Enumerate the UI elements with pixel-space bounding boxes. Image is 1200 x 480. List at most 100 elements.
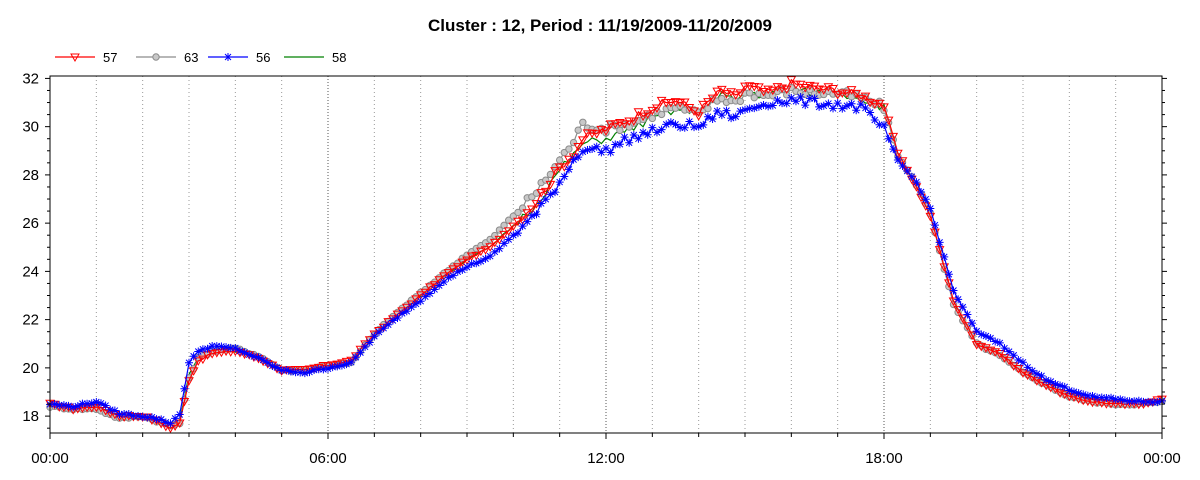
data-point: [110, 406, 119, 415]
data-point: [458, 265, 467, 274]
data-point: [963, 310, 972, 319]
data-point: [912, 178, 921, 187]
data-point: [166, 419, 175, 428]
data-point: [661, 99, 672, 108]
data-point: [286, 367, 295, 376]
data-point: [503, 227, 514, 236]
data-point: [518, 222, 527, 231]
data-point: [208, 342, 217, 351]
data-point: [642, 110, 653, 119]
data-point: [453, 267, 462, 276]
data-point: [819, 101, 828, 110]
data-point: [1009, 351, 1018, 360]
data-point: [1032, 369, 1041, 378]
data-point: [629, 131, 638, 140]
data-point: [560, 172, 569, 181]
data-point: [781, 85, 792, 95]
data-point: [940, 252, 949, 261]
data-point: [531, 200, 542, 209]
data-point: [1065, 386, 1074, 395]
data-point: [615, 140, 624, 149]
legend-label: 63: [184, 50, 198, 65]
data-point: [499, 230, 509, 240]
data-point: [1056, 381, 1065, 390]
data-point: [555, 156, 564, 164]
data-point: [625, 123, 633, 131]
data-point: [480, 246, 491, 255]
data-point: [809, 82, 820, 92]
data-point: [888, 132, 899, 142]
data-point: [300, 369, 309, 378]
data-point: [175, 410, 184, 419]
data-point: [745, 104, 754, 113]
data-point: [574, 126, 582, 134]
data-point: [977, 330, 986, 339]
data-point: [249, 352, 258, 361]
data-point: [527, 205, 537, 214]
data-point: [171, 414, 180, 423]
data-point: [583, 145, 592, 154]
data-point: [115, 410, 124, 419]
data-point: [500, 239, 509, 248]
data-point: [347, 358, 356, 367]
data-point: [787, 93, 796, 102]
data-point: [489, 238, 500, 248]
data-point: [754, 102, 763, 111]
data-point: [721, 90, 732, 99]
data-point: [328, 363, 337, 372]
data-point: [1083, 391, 1092, 400]
data-point: [435, 281, 444, 290]
data-point: [903, 167, 912, 176]
data-point: [1120, 396, 1129, 405]
data-point: [685, 117, 694, 126]
data-point: [708, 115, 717, 123]
data-point: [314, 365, 323, 374]
data-point: [689, 107, 699, 116]
data-point: [420, 288, 431, 298]
y-tick-label: 30: [22, 119, 39, 136]
data-point: [1144, 397, 1153, 406]
data-point: [847, 99, 856, 108]
data-point: [712, 87, 723, 97]
data-point: [694, 122, 703, 131]
data-point: [1088, 391, 1097, 400]
data-point: [350, 352, 361, 361]
data-point: [994, 349, 1005, 359]
data-point: [592, 142, 601, 151]
data-point: [514, 208, 522, 217]
data-point: [296, 368, 305, 377]
data-point: [750, 104, 759, 113]
data-point: [388, 316, 397, 325]
data-point: [361, 342, 370, 351]
legend-item-58: 58: [284, 50, 346, 65]
data-point: [759, 100, 768, 109]
data-point: [500, 221, 508, 230]
legend-item-56: 56: [208, 50, 270, 65]
data-point: [968, 319, 977, 328]
data-point: [801, 101, 810, 110]
data-point: [574, 153, 583, 162]
data-point: [926, 204, 935, 213]
data-point: [855, 95, 866, 104]
data-point: [810, 94, 819, 103]
data-point: [764, 102, 773, 111]
data-point: [754, 83, 764, 92]
data-point: [944, 279, 954, 288]
data-point: [735, 89, 746, 98]
data-point: [736, 97, 745, 106]
data-point: [954, 295, 963, 304]
data-point: [907, 172, 916, 181]
data-point: [698, 100, 709, 110]
data-point: [866, 108, 875, 117]
data-point: [856, 100, 865, 109]
data-point: [800, 83, 811, 93]
data-point: [833, 99, 842, 108]
data-point: [944, 270, 953, 279]
data-point: [407, 303, 416, 312]
data-point: [957, 314, 968, 323]
data-point: [370, 332, 379, 341]
data-point: [147, 413, 156, 422]
legend-label: 57: [103, 50, 117, 65]
data-point: [657, 110, 666, 119]
data-point: [161, 418, 170, 427]
